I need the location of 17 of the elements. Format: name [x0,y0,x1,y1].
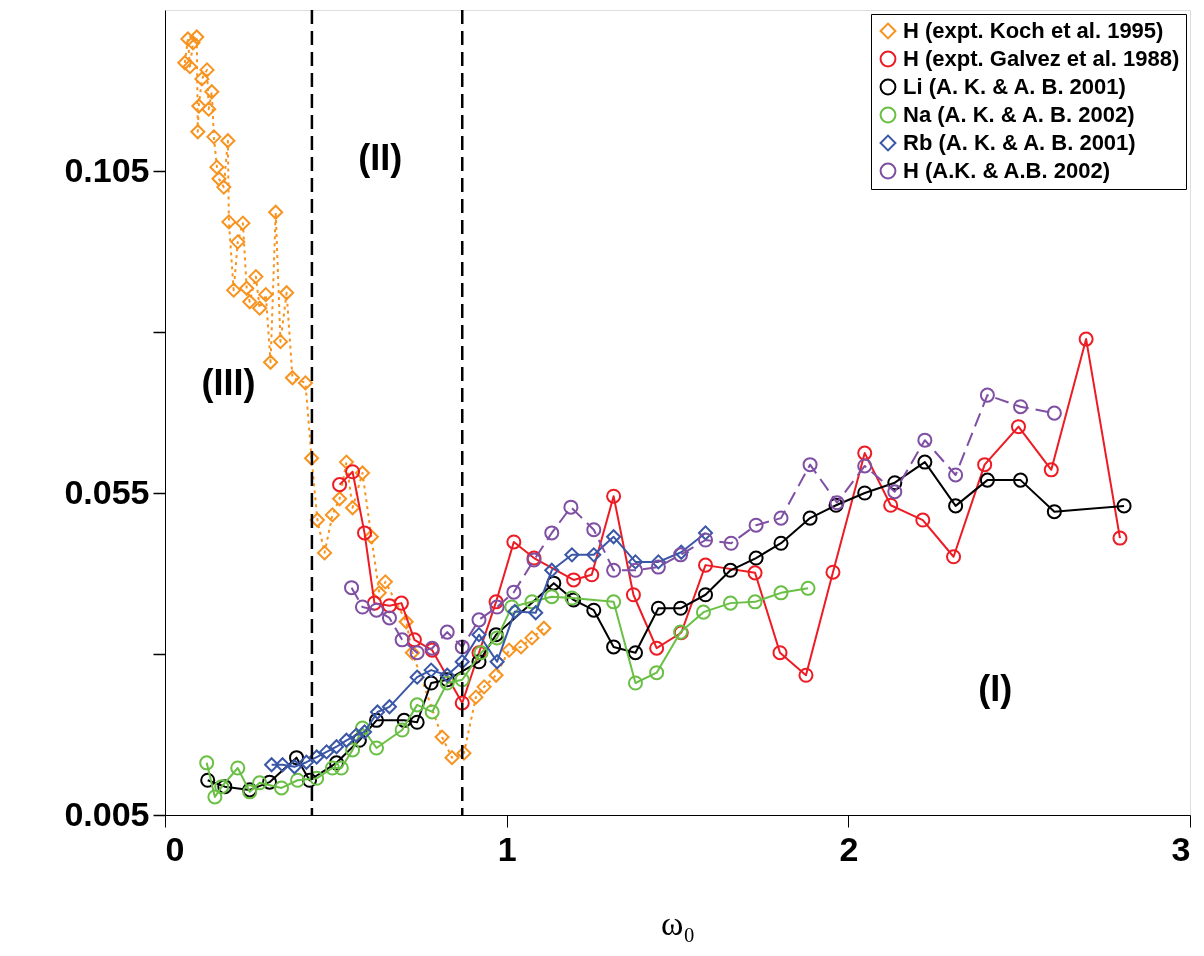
annotation: (II) [358,136,403,178]
y-tick-label: 0.005 [64,794,150,833]
x-tick-label: 0 [165,829,185,868]
legend-label: H (A.K. & A.B. 2002) [903,158,1111,183]
legend-label: Na (A. K. & A. B. 2002) [903,102,1135,127]
legend-label: Rb (A. K. & A. B. 2001) [903,130,1136,155]
x-tick-label: 1 [497,829,517,868]
x-tick-label: 2 [839,829,859,868]
y-tick-label: 0.105 [64,150,150,189]
y-tick-label: 0.055 [64,472,150,511]
x-axis-title: ω₀ [660,904,696,942]
annotation: (I) [978,668,1013,710]
legend-label: H (expt. Galvez et al. 1988) [903,46,1180,71]
legend-label: Li (A. K. & A. B. 2001) [903,74,1126,99]
annotation: (III) [201,362,256,404]
x-tick-label: 3 [1171,829,1191,868]
legend-label: H (expt. Koch et al. 1995) [903,18,1164,43]
